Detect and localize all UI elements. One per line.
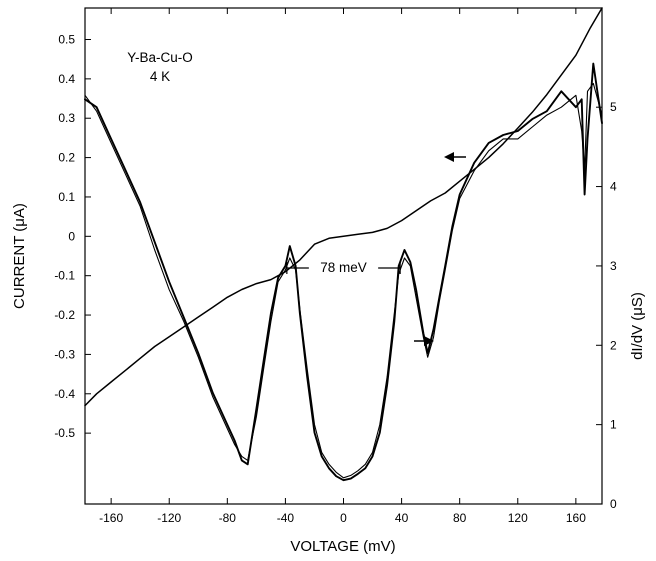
temperature-label: 4 K	[150, 69, 170, 84]
x-tick-label: -80	[219, 511, 237, 525]
gap-label: 78 meV	[320, 260, 367, 275]
right-tick-label: 5	[610, 100, 617, 114]
gap-marker	[286, 262, 401, 274]
left-tick-label: 0.5	[58, 32, 75, 46]
left-tick-label: 0.3	[58, 111, 75, 125]
series-group	[84, 7, 603, 482]
right-axis-label: dI/dV (μS)	[629, 292, 646, 360]
right-tick-label: 1	[610, 418, 617, 432]
x-tick-label: 0	[340, 511, 347, 525]
left-tick-label: 0.2	[58, 151, 75, 165]
left-tick-label: 0.1	[58, 190, 75, 204]
conductance-curve-a	[84, 62, 603, 482]
right-y-axis: 0 1 2 3 4 5	[596, 100, 617, 511]
left-axis-label: CURRENT (μA)	[11, 203, 28, 309]
right-tick-label: 0	[610, 497, 617, 511]
x-axis-label: VOLTAGE (mV)	[290, 538, 395, 555]
right-tick-label: 3	[610, 259, 617, 273]
x-tick-label: 160	[566, 511, 586, 525]
left-tick-label: -0.5	[54, 426, 75, 440]
left-tick-label: -0.3	[54, 347, 75, 361]
left-tick-label: 0.4	[58, 72, 75, 86]
x-tick-label: 40	[395, 511, 409, 525]
conductance-axis-arrow	[414, 336, 434, 346]
left-tick-label: -0.1	[54, 269, 75, 283]
left-y-axis: 0.5 0.4 0.3 0.2 0.1 0 -0.1 -0.2 -0.3 -0.4 -0.5	[54, 32, 91, 440]
conductance-curve-b	[84, 82, 603, 479]
x-tick-label: -160	[99, 511, 123, 525]
x-tick-label: -40	[277, 511, 295, 525]
current-axis-arrow	[444, 152, 466, 162]
sample-label: Y-Ba-Cu-O	[127, 50, 193, 65]
right-tick-label: 2	[610, 338, 617, 352]
left-tick-label: -0.2	[54, 308, 75, 322]
x-axis: -160 -120 -80 -40 0 40 80 120 160	[99, 8, 586, 525]
left-tick-label: -0.4	[54, 387, 75, 401]
x-tick-label: 80	[453, 511, 467, 525]
x-tick-label: -120	[157, 511, 181, 525]
current-voltage-curve	[84, 7, 603, 407]
left-tick-label: 0	[68, 229, 75, 243]
x-tick-label: 120	[508, 511, 528, 525]
right-tick-label: 4	[610, 180, 617, 194]
